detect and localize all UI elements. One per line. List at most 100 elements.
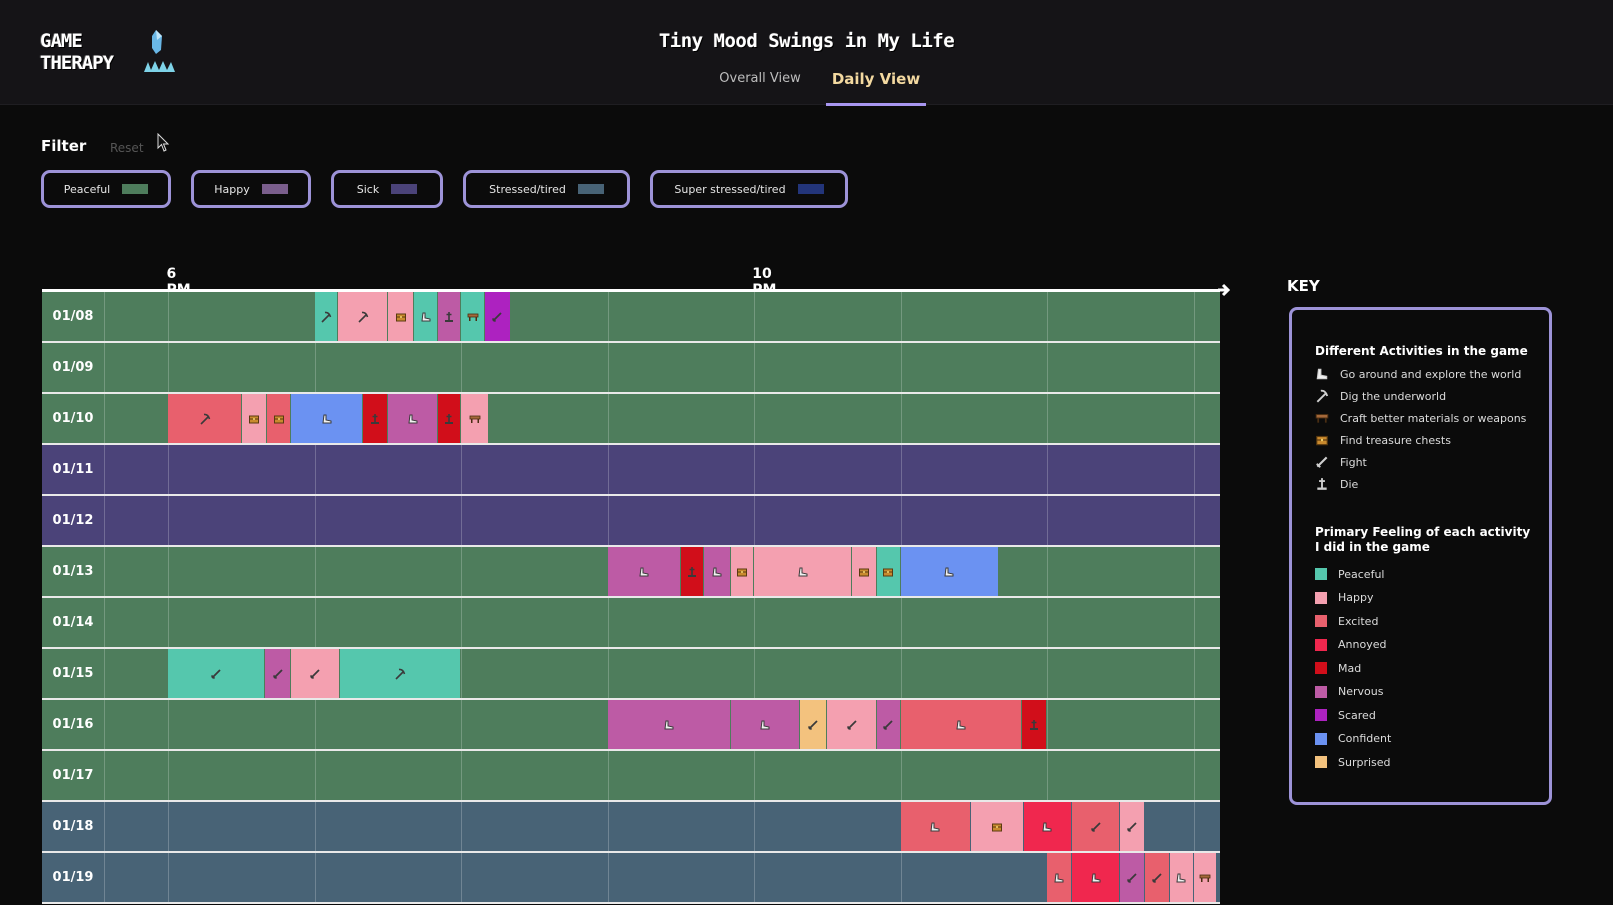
- activity-segment[interactable]: [877, 700, 900, 750]
- grid-line: [461, 343, 462, 393]
- grid-line: [608, 343, 609, 393]
- activity-segment[interactable]: [241, 394, 266, 444]
- treasure-icon: [883, 568, 894, 577]
- activity-segment[interactable]: [730, 700, 799, 750]
- filter-chip-label: Super stressed/tired: [674, 182, 786, 196]
- activity-segment[interactable]: [730, 547, 754, 597]
- activity-segment[interactable]: [852, 547, 877, 597]
- activity-segment[interactable]: [827, 700, 877, 750]
- explore-icon: [712, 567, 722, 577]
- grid-line: [104, 853, 105, 903]
- activity-segment[interactable]: [168, 649, 265, 699]
- day-row-01-18[interactable]: 01/18: [42, 802, 1220, 852]
- activity-segment[interactable]: [900, 700, 1022, 750]
- day-row-01-19[interactable]: 01/19: [42, 853, 1220, 903]
- filter-chip-peaceful[interactable]: Peaceful: [41, 170, 171, 208]
- activity-segment[interactable]: [437, 394, 461, 444]
- activity-segment[interactable]: [1047, 853, 1072, 903]
- activity-segment[interactable]: [1023, 802, 1072, 852]
- filter-chip-sick[interactable]: Sick: [331, 170, 443, 208]
- grid-line: [901, 598, 902, 648]
- activity-segment[interactable]: [363, 394, 388, 444]
- activity-segment[interactable]: [291, 649, 339, 699]
- tab-overall-view[interactable]: Overall View: [719, 71, 801, 86]
- grid-line: [1047, 547, 1048, 597]
- activity-segment[interactable]: [414, 292, 437, 342]
- key-feeling-scared: Scared: [1315, 706, 1376, 724]
- activity-segment[interactable]: [1072, 802, 1120, 852]
- grid-line: [1194, 292, 1195, 342]
- activity-segment[interactable]: [265, 649, 291, 699]
- activity-segment[interactable]: [1170, 853, 1193, 903]
- activity-segment[interactable]: [704, 547, 730, 597]
- filter-chip-stressed-tired[interactable]: Stressed/tired: [463, 170, 630, 208]
- row-date-label: 01/15: [52, 666, 94, 681]
- activity-segment[interactable]: [339, 649, 461, 699]
- activity-segment[interactable]: [338, 292, 388, 342]
- row-separator: [42, 494, 1220, 496]
- top-bar: GAME THERAPY Tiny Mood Swings in My Life…: [0, 0, 1613, 106]
- logo[interactable]: GAME THERAPY: [40, 30, 114, 74]
- activity-segment[interactable]: [388, 394, 437, 444]
- key-activity-label: Find treasure chests: [1340, 433, 1451, 447]
- filter-label: Filter: [41, 137, 87, 155]
- grid-line: [901, 292, 902, 342]
- reset-button[interactable]: Reset: [110, 141, 144, 155]
- activity-segment[interactable]: [1145, 853, 1170, 903]
- day-row-01-10[interactable]: 01/10: [42, 394, 1220, 444]
- activity-segment[interactable]: [607, 547, 681, 597]
- grid-line: [608, 394, 609, 444]
- activity-segment[interactable]: [266, 394, 291, 444]
- filter-chip-label: Sick: [356, 182, 380, 196]
- activity-segment[interactable]: [1072, 853, 1120, 903]
- activity-segment[interactable]: [681, 547, 704, 597]
- key-feeling-swatch: [1315, 615, 1327, 627]
- day-row-01-17[interactable]: 01/17: [42, 751, 1220, 801]
- row-separator: [42, 443, 1220, 445]
- activity-segment[interactable]: [754, 547, 852, 597]
- day-row-01-16[interactable]: 01/16: [42, 700, 1220, 750]
- activity-segment[interactable]: [461, 394, 489, 444]
- grid-line: [1194, 751, 1195, 801]
- grid-line: [754, 394, 755, 444]
- grid-line: [315, 343, 316, 393]
- activity-segment[interactable]: [168, 394, 241, 444]
- activity-segment[interactable]: [1120, 853, 1145, 903]
- filter-chip-swatch: [122, 184, 149, 194]
- activity-segment[interactable]: [1022, 700, 1047, 750]
- row-separator: [42, 800, 1220, 802]
- activity-segment[interactable]: [461, 292, 484, 342]
- activity-segment[interactable]: [484, 292, 511, 342]
- filter-chip-super-stressed-tired[interactable]: Super stressed/tired: [650, 170, 848, 208]
- activity-segment[interactable]: [900, 802, 971, 852]
- day-row-01-15[interactable]: 01/15: [42, 649, 1220, 699]
- day-row-01-09[interactable]: 01/09: [42, 343, 1220, 393]
- logo-line-2: THERAPY: [40, 52, 114, 74]
- activity-segment[interactable]: [291, 394, 363, 444]
- fight-icon: [807, 720, 818, 731]
- activity-segment[interactable]: [877, 547, 900, 597]
- activity-segment[interactable]: [607, 700, 730, 750]
- fight-icon: [1127, 822, 1137, 833]
- activity-segment[interactable]: [388, 292, 414, 342]
- activity-segment[interactable]: [1120, 802, 1145, 852]
- row-separator: [42, 596, 1220, 598]
- filter-chip-happy[interactable]: Happy: [191, 170, 311, 208]
- day-row-01-13[interactable]: 01/13: [42, 547, 1220, 597]
- fight-icon: [1127, 873, 1137, 884]
- activity-segment[interactable]: [314, 292, 338, 342]
- activity-segment[interactable]: [1193, 853, 1217, 903]
- activity-segment[interactable]: [971, 802, 1023, 852]
- day-row-01-08[interactable]: 01/08: [42, 292, 1220, 342]
- activity-segment[interactable]: [799, 700, 827, 750]
- day-row-01-12[interactable]: 01/12: [42, 496, 1220, 546]
- activity-segment[interactable]: [437, 292, 461, 342]
- tab-daily-view[interactable]: Daily View: [826, 68, 926, 106]
- row-date-label: 01/12: [52, 513, 94, 528]
- key-feeling-confident: Confident: [1315, 730, 1391, 748]
- grid-line: [315, 700, 316, 750]
- row-date-label: 01/08: [52, 309, 94, 324]
- day-row-01-11[interactable]: 01/11: [42, 445, 1220, 495]
- activity-segment[interactable]: [900, 547, 998, 597]
- day-row-01-14[interactable]: 01/14: [42, 598, 1220, 648]
